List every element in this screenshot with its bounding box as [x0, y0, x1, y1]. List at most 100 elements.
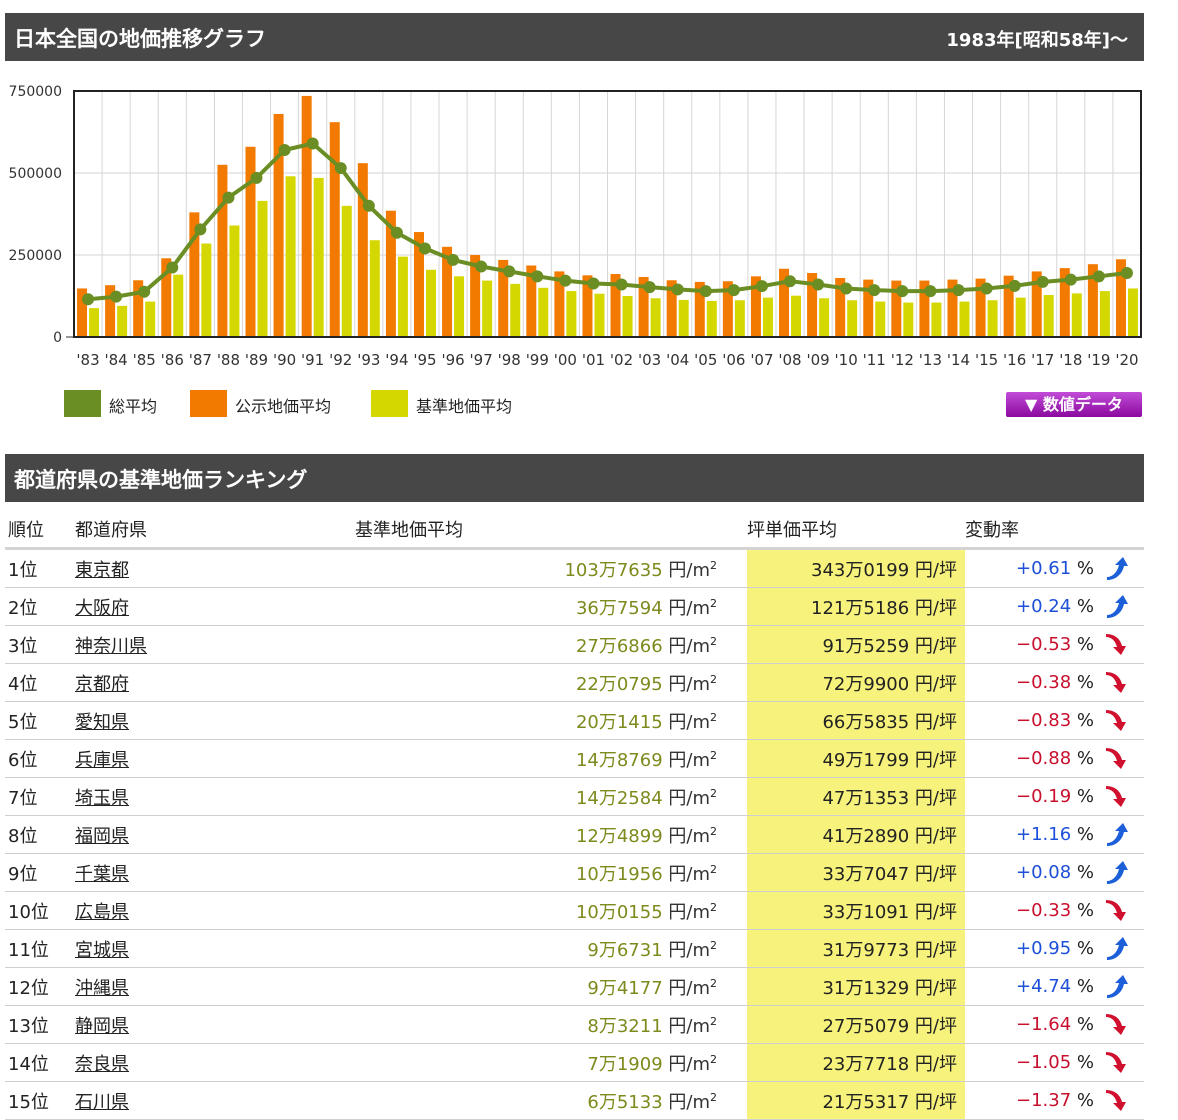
bar-public: [217, 164, 228, 337]
percent-sign: %: [1076, 672, 1094, 693]
pref-link[interactable]: 愛知県: [75, 711, 129, 733]
unit-sup: 2: [710, 824, 717, 838]
kijun-value: 10万0155: [575, 901, 663, 923]
x-tick-label: '06: [722, 351, 745, 369]
total-point: [447, 253, 460, 266]
table-row: 5位 愛知県 20万1415 円/m2 66万5835 円/坪 −0.83 %: [5, 701, 1144, 740]
pref-cell: 兵庫県: [75, 739, 355, 778]
percent-sign: %: [1076, 976, 1094, 997]
pref-cell: 京都府: [75, 663, 355, 702]
col-tsubo: 坪単価平均: [747, 511, 965, 550]
total-point: [334, 162, 347, 175]
pref-link[interactable]: 東京都: [75, 559, 129, 581]
x-tick-label: '88: [217, 351, 240, 369]
bar-public: [329, 122, 340, 337]
change-value: −0.19: [1015, 786, 1072, 807]
unit-sup: 2: [710, 748, 717, 762]
unit-sup: 2: [710, 1090, 717, 1104]
tsubo-value: 33万1091: [822, 901, 910, 923]
tsubo-cell: 49万1799 円/坪: [747, 739, 965, 778]
pref-link[interactable]: 沖縄県: [75, 977, 129, 999]
pref-link[interactable]: 千葉県: [75, 863, 129, 885]
pref-link[interactable]: 福岡県: [75, 825, 129, 847]
pref-link[interactable]: 奈良県: [75, 1053, 129, 1075]
kijun-value: 36万7594: [575, 597, 663, 619]
col-kijun: 基準地価平均: [355, 511, 747, 550]
pref-link[interactable]: 京都府: [75, 673, 129, 695]
rank-cell: 8位: [5, 815, 75, 854]
bar-public: [77, 288, 88, 337]
bar-public: [357, 163, 368, 337]
pref-link[interactable]: 神奈川県: [75, 635, 147, 657]
rank-cell: 7位: [5, 777, 75, 816]
kijun-value: 103万7635: [564, 559, 663, 581]
unit-m2: 円/m: [668, 977, 710, 999]
tsubo-value: 49万1799: [822, 749, 910, 771]
unit-sup: 2: [710, 558, 717, 572]
bar-standard: [1071, 293, 1082, 337]
unit-sup: 2: [710, 862, 717, 876]
tsubo-value: 21万5317: [822, 1091, 910, 1113]
pref-cell: 宮城県: [75, 929, 355, 968]
percent-sign: %: [1076, 558, 1094, 579]
pref-link[interactable]: 大阪府: [75, 597, 129, 619]
plot-frame: [73, 90, 1142, 338]
pref-link[interactable]: 静岡県: [75, 1015, 129, 1037]
unit-tsubo: 円/坪: [914, 1015, 957, 1037]
percent-sign: %: [1076, 596, 1094, 617]
total-point: [418, 242, 431, 255]
total-point: [812, 278, 825, 291]
percent-sign: %: [1076, 938, 1094, 959]
total-point: [868, 284, 881, 297]
kijun-cell: 14万8769 円/m2: [355, 739, 747, 778]
pref-link[interactable]: 宮城県: [75, 939, 129, 961]
percent-sign: %: [1076, 1014, 1094, 1035]
pref-link[interactable]: 埼玉県: [75, 787, 129, 809]
pref-cell: 石川県: [75, 1081, 355, 1120]
x-tick-label: '83: [76, 351, 99, 369]
bar-public: [582, 275, 593, 337]
unit-m2: 円/m: [668, 559, 710, 581]
trend-up-icon: [1107, 823, 1128, 846]
bar-standard: [622, 296, 633, 337]
pref-cell: 広島県: [75, 891, 355, 930]
bar-public: [442, 246, 453, 337]
unit-m2: 円/m: [668, 673, 710, 695]
total-point: [755, 280, 768, 293]
x-tick-label: '86: [161, 351, 184, 369]
pref-link[interactable]: 石川県: [75, 1091, 129, 1113]
pref-link[interactable]: 広島県: [75, 901, 129, 923]
unit-m2: 円/m: [668, 1015, 710, 1037]
unit-sup: 2: [710, 710, 717, 724]
pref-link[interactable]: 兵庫県: [75, 749, 129, 771]
bar-standard: [762, 297, 773, 337]
rank-cell: 14位: [5, 1043, 75, 1082]
tsubo-cell: 343万0199 円/坪: [747, 548, 965, 588]
bar-standard: [706, 300, 717, 337]
unit-tsubo: 円/坪: [914, 559, 957, 581]
change-value: +0.95: [1015, 938, 1072, 959]
bar-standard: [313, 177, 324, 337]
table-row: 12位 沖縄県 9万4177 円/m2 31万1329 円/坪 +4.74 %: [5, 967, 1144, 1006]
y-tick-label: 750000: [9, 84, 62, 100]
trend-down-icon: [1106, 1014, 1126, 1035]
trend-up-icon: [1107, 595, 1128, 618]
unit-m2: 円/m: [668, 635, 710, 657]
change-cell: −1.37 %: [965, 1081, 1144, 1120]
percent-sign: %: [1076, 1090, 1094, 1111]
unit-m2: 円/m: [668, 597, 710, 619]
chart-period: 1983年[昭和58年]～: [946, 30, 1128, 51]
rank-cell: 3位: [5, 625, 75, 664]
rank-cell: 11位: [5, 929, 75, 968]
numeric-data-button[interactable]: ▼ 数値データ: [1006, 392, 1142, 417]
bar-standard: [847, 300, 858, 337]
tsubo-value: 47万1353: [822, 787, 910, 809]
change-value: −1.37: [1015, 1090, 1072, 1111]
total-point: [194, 223, 207, 236]
tsubo-value: 27万5079: [822, 1015, 910, 1037]
col-change: 変動率: [965, 511, 1144, 550]
total-point: [727, 284, 740, 297]
rank-cell: 4位: [5, 663, 75, 702]
bar-public: [750, 276, 761, 337]
kijun-value: 14万8769: [575, 749, 663, 771]
